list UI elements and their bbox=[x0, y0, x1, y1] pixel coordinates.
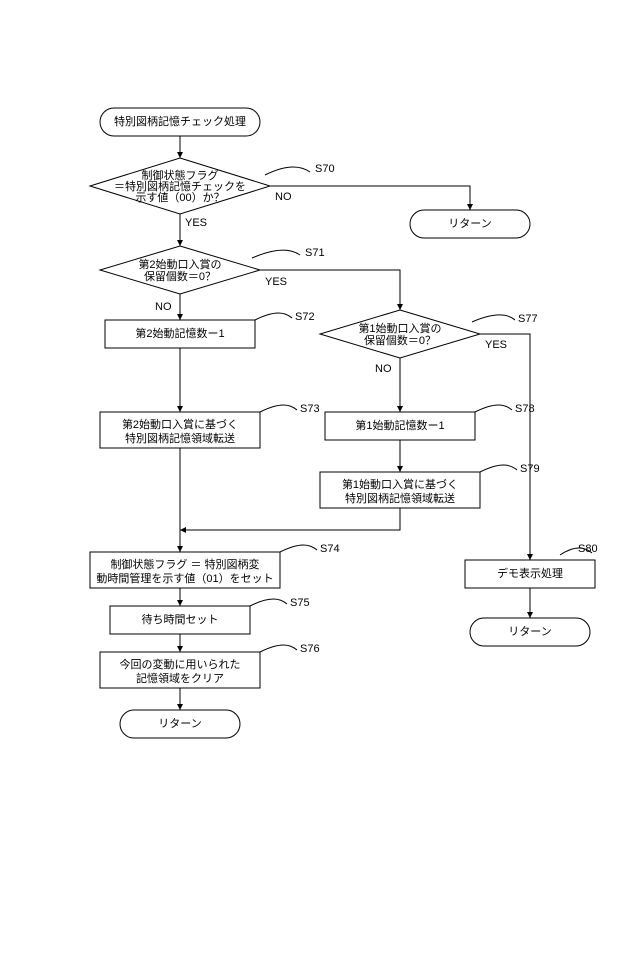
s72-label: 第2始動記憶数ー1 bbox=[135, 326, 224, 340]
node-s70: 制御状態フラグ ＝特別図柄記憶チェックを 示す値（00）か？ S70 NO YE… bbox=[90, 158, 335, 229]
s70-line1: 制御状態フラグ bbox=[142, 168, 219, 182]
node-return1: リターン bbox=[410, 210, 530, 238]
s73-step: S73 bbox=[300, 403, 320, 415]
s76-line2: 記憶領域をクリア bbox=[136, 671, 224, 685]
s71-yes: YES bbox=[265, 276, 287, 288]
s76-line1: 今回の変動に用いられた bbox=[120, 657, 241, 671]
s73-line1: 第2始動口入賞に基づく bbox=[122, 417, 238, 431]
node-s78: 第1始動記憶数ー1 S78 bbox=[325, 403, 535, 440]
s72-step: S72 bbox=[295, 311, 315, 323]
return3-label: リターン bbox=[508, 625, 551, 638]
start-label: 特別図柄記憶チェック処理 bbox=[114, 114, 246, 128]
return1-label: リターン bbox=[448, 217, 491, 230]
s70-line3: 示す値（00）か？ bbox=[135, 191, 224, 204]
node-s76: 今回の変動に用いられた 記憶領域をクリア S76 bbox=[100, 643, 320, 688]
s71-line2: 保留個数＝0？ bbox=[144, 269, 216, 283]
s77-line2: 保留個数＝0？ bbox=[364, 333, 436, 347]
node-s71: 第2始動口入賞の 保留個数＝0？ S71 YES NO bbox=[100, 246, 325, 313]
node-start: 特別図柄記憶チェック処理 bbox=[100, 108, 260, 136]
edge bbox=[180, 508, 400, 530]
node-s73: 第2始動口入賞に基づく 特別図柄記憶領域転送 S73 bbox=[100, 403, 320, 448]
node-s75: 待ち時間セット S75 bbox=[110, 597, 310, 634]
s74-step: S74 bbox=[320, 543, 340, 555]
node-return2: リターン bbox=[120, 710, 240, 738]
node-s72: 第2始動記憶数ー1 S72 bbox=[105, 311, 315, 348]
node-s80: デモ表示処理 S80 bbox=[465, 543, 598, 588]
s70-step: S70 bbox=[315, 163, 335, 175]
s75-label: 待ち時間セット bbox=[142, 612, 219, 626]
s71-no: NO bbox=[155, 301, 172, 313]
s70-no: NO bbox=[275, 191, 292, 203]
s71-step: S71 bbox=[305, 247, 325, 259]
s71-line1: 第2始動口入賞の bbox=[138, 257, 221, 271]
s74-line1: 制御状態フラグ ＝ 特別図柄変 bbox=[110, 557, 259, 571]
s77-yes: YES bbox=[485, 339, 507, 351]
node-s74: 制御状態フラグ ＝ 特別図柄変 動時間管理を示す値（01）をセット S74 bbox=[90, 543, 340, 588]
return2-label: リターン bbox=[158, 717, 201, 730]
s70-yes: YES bbox=[185, 217, 207, 229]
s73-line2: 特別図柄記憶領域転送 bbox=[125, 431, 235, 445]
node-return3: リターン bbox=[470, 618, 590, 646]
s79-line1: 第1始動口入賞に基づく bbox=[342, 477, 458, 491]
s77-step: S77 bbox=[518, 313, 538, 325]
s80-label: デモ表示処理 bbox=[497, 566, 563, 580]
s70-line2: ＝特別図柄記憶チェックを bbox=[114, 179, 246, 193]
s75-step: S75 bbox=[290, 597, 310, 609]
edge bbox=[270, 186, 470, 210]
s77-no: NO bbox=[375, 363, 392, 375]
edge bbox=[480, 334, 530, 560]
s79-line2: 特別図柄記憶領域転送 bbox=[345, 491, 455, 505]
s74-line2: 動時間管理を示す値（01）をセット bbox=[96, 571, 273, 585]
node-s77: 第1始動口入賞の 保留個数＝0？ S77 NO YES bbox=[320, 310, 538, 375]
s80-step: S80 bbox=[578, 543, 598, 555]
s76-step: S76 bbox=[300, 643, 320, 655]
s78-label: 第1始動記憶数ー1 bbox=[355, 418, 444, 432]
flowchart-canvas: 特別図柄記憶チェック処理 制御状態フラグ ＝特別図柄記憶チェックを 示す値（00… bbox=[0, 0, 640, 964]
node-s79: 第1始動口入賞に基づく 特別図柄記憶領域転送 S79 bbox=[320, 463, 540, 508]
s77-line1: 第1始動口入賞の bbox=[358, 321, 441, 335]
s78-step: S78 bbox=[515, 403, 535, 415]
